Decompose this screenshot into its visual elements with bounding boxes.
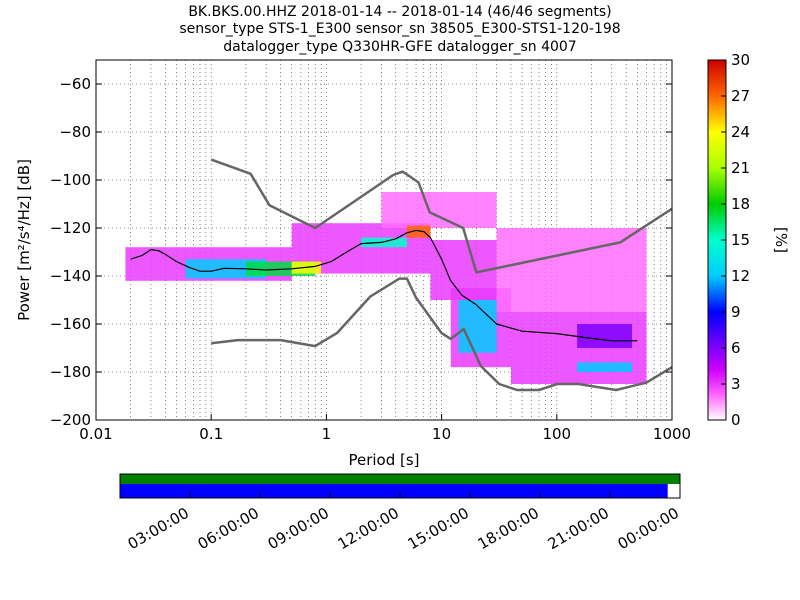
timeline-tick-label: 21:00:00 bbox=[545, 504, 612, 553]
timeline-tick-label: 09:00:00 bbox=[265, 504, 332, 553]
timeline-tick-label: 00:00:00 bbox=[615, 504, 682, 553]
title-line-2: sensor_type STS-1_E300 sensor_sn 38505_E… bbox=[179, 21, 620, 37]
colorbar-tick-label: 12 bbox=[731, 267, 750, 285]
noise-models bbox=[130, 158, 672, 392]
y-tick-label: −140 bbox=[50, 267, 91, 285]
timeline-tick-label: 18:00:00 bbox=[475, 504, 542, 553]
timeline-tick-label: 12:00:00 bbox=[335, 504, 402, 553]
heatmap-cell bbox=[381, 192, 497, 228]
low-noise-model-line bbox=[211, 277, 672, 392]
y-tick-label: −120 bbox=[50, 219, 91, 237]
psd-heatmap bbox=[125, 192, 647, 384]
heatmap-cell bbox=[406, 225, 431, 238]
chart-title: BK.BKS.00.HHZ 2018-01-14 -- 2018-01-14 (… bbox=[179, 4, 620, 55]
y-axis-label: Power [m²/s⁴/Hz] [dB] bbox=[15, 159, 33, 321]
colorbar-label: [%] bbox=[772, 227, 790, 253]
colorbar-tick-label: 6 bbox=[731, 339, 741, 357]
heatmap-cell bbox=[458, 300, 497, 353]
colorbar-tick-label: 24 bbox=[731, 123, 750, 141]
x-axis: 0.01 0.1 1 10 100 1000 bbox=[79, 414, 691, 443]
colorbar-tick-label: 3 bbox=[731, 375, 741, 393]
colorbar-tick-label: 30 bbox=[731, 51, 750, 69]
colorbar-tick-label: 0 bbox=[731, 411, 741, 429]
colorbar-axis: 0 3 6 9 12 15 18 21 24 27 30 bbox=[721, 51, 750, 429]
x-tick-label: 100 bbox=[542, 425, 571, 443]
y-tick-label: −200 bbox=[50, 411, 91, 429]
heatmap-cell bbox=[577, 362, 633, 372]
timeline-tick-label: 06:00:00 bbox=[195, 504, 262, 553]
psd-coverage-bar bbox=[120, 484, 668, 498]
mean-psd-line bbox=[130, 229, 638, 342]
x-tick-label: 1 bbox=[322, 425, 332, 443]
high-noise-model-line bbox=[210, 158, 672, 274]
x-tick-label: 10 bbox=[432, 425, 451, 443]
y-tick-label: −80 bbox=[59, 123, 91, 141]
data-availability-bar bbox=[120, 474, 680, 484]
colorbar-tick-label: 15 bbox=[731, 231, 750, 249]
timeline-tick-label: 15:00:00 bbox=[405, 504, 472, 553]
title-line-3: datalogger_type Q330HR-GFE datalogger_sn… bbox=[223, 39, 576, 55]
x-tick-label: 1000 bbox=[653, 425, 691, 443]
colorbar-tick-label: 18 bbox=[731, 195, 750, 213]
y-tick-label: −180 bbox=[50, 363, 91, 381]
timeline-tick-label: 03:00:00 bbox=[125, 504, 192, 553]
heatmap-cell bbox=[361, 237, 407, 248]
title-line-1: BK.BKS.00.HHZ 2018-01-14 -- 2018-01-14 (… bbox=[188, 4, 611, 20]
y-tick-label: −160 bbox=[50, 315, 91, 333]
y-axis: −60 −80 −100 −120 −140 −160 −180 −200 bbox=[50, 75, 672, 429]
colorbar-tick-label: 27 bbox=[731, 87, 750, 105]
plot-frame bbox=[95, 59, 673, 421]
x-tick-label: 0.1 bbox=[199, 425, 223, 443]
colorbar-tick-label: 9 bbox=[731, 303, 741, 321]
heatmap-cell bbox=[577, 324, 633, 348]
x-tick-label: 0.01 bbox=[79, 425, 112, 443]
y-tick-label: −100 bbox=[50, 171, 91, 189]
y-tick-label: −60 bbox=[59, 75, 91, 93]
data-coverage-timeline: 03:00:00 06:00:00 09:00:00 12:00:00 15:00:00… bbox=[119, 473, 682, 553]
x-axis-label: Period [s] bbox=[348, 451, 419, 469]
colorbar-tick-label: 21 bbox=[731, 159, 750, 177]
